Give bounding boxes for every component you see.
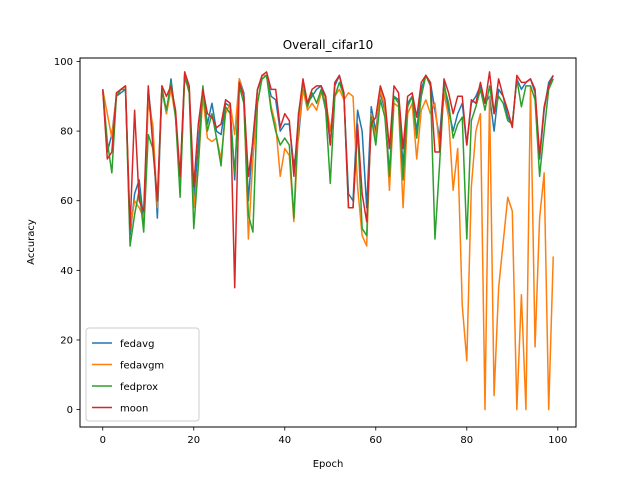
legend-label-fedprox: fedprox [120,382,158,393]
y-axis-ticks: 0 20 40 60 80 100 [54,57,80,416]
series-line-fedprox [102,74,554,247]
x-tick-label: 80 [460,435,473,446]
legend-label-moon: moon [120,404,148,415]
x-tick-label: 0 [100,435,106,446]
y-tick-label: 40 [60,266,73,277]
x-tick-label: 60 [369,435,382,446]
y-tick-label: 80 [60,127,73,138]
y-tick-label: 0 [67,405,73,416]
y-tick-label: 100 [54,57,73,68]
legend-label-fedavg: fedavg [120,339,154,350]
x-axis-ticks: 0 20 40 60 80 100 [100,427,567,446]
legend-label-fedavgm: fedavgm [120,361,164,372]
series-line-moon [102,71,554,289]
plot-frame [79,57,577,428]
y-axis-label: Accuracy [26,219,37,265]
legend-box [85,327,200,422]
x-tick-label: 40 [278,435,291,446]
x-tick-label: 20 [187,435,200,446]
x-axis-label: Epoch [313,459,344,470]
legend: fedavg fedavgm fedprox moon [85,327,200,422]
x-tick-label: 100 [548,435,567,446]
y-tick-label: 60 [60,196,73,207]
chart-title: Overall_cifar10 [283,38,374,52]
y-tick-label: 20 [60,335,73,346]
series-lines [102,71,554,411]
